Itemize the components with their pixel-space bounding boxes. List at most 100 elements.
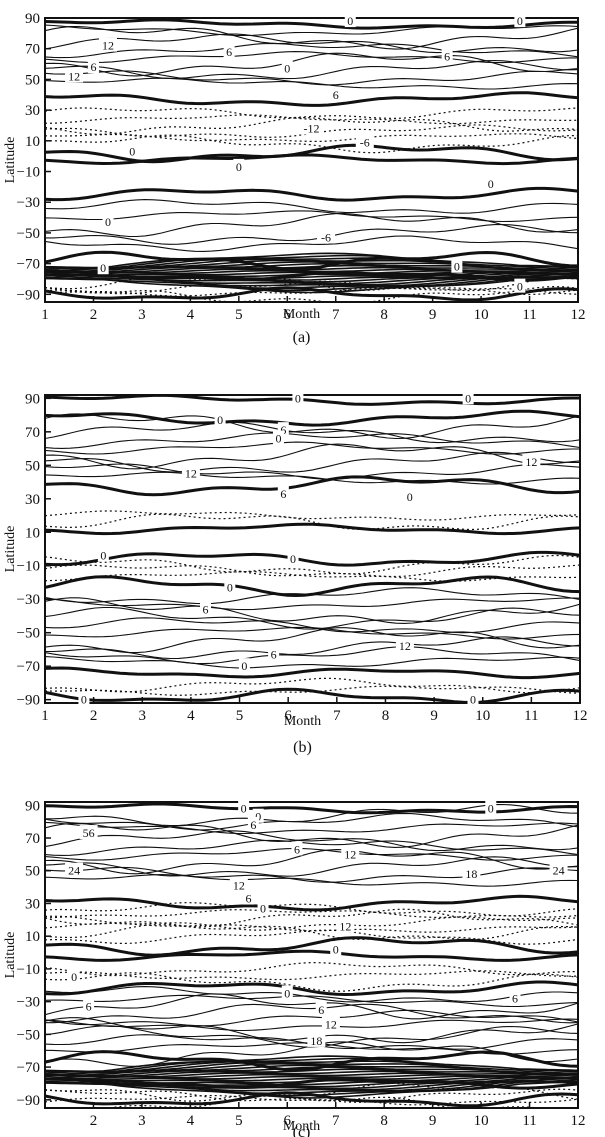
x-axis-title: Month (283, 307, 320, 322)
negative-contour-line (45, 901, 578, 917)
negative-contour-line (45, 924, 578, 941)
x-tick-label: 1 (41, 708, 49, 724)
contour-label-bg (181, 465, 200, 480)
negative-contour-line (45, 280, 578, 296)
positive-contour-line (45, 51, 578, 64)
contour-label: 0 (333, 942, 339, 956)
x-tick-label: 8 (380, 307, 388, 323)
contour-label: 6 (512, 991, 518, 1005)
contour-label: 18 (310, 1034, 322, 1048)
x-axis-title: Month (283, 1119, 320, 1134)
contour-label-bg (281, 985, 293, 1000)
zero-contour-line (45, 91, 578, 107)
negative-contour-line (45, 972, 578, 992)
dense-contour-line (45, 276, 578, 292)
x-tick-label: 12 (573, 708, 588, 724)
contour-lines (45, 18, 578, 302)
contour-label-bg (462, 866, 481, 880)
positive-contour-line (45, 636, 580, 660)
contour-label: 12 (102, 39, 114, 53)
zero-contour-line (45, 475, 580, 497)
contour-label-bg (98, 37, 117, 52)
contour-label-bg (79, 825, 98, 840)
positive-contour-line (45, 463, 580, 480)
positive-contour-line (45, 994, 578, 1008)
dense-contour-line (45, 1077, 578, 1088)
x-tick-label: 10 (474, 307, 489, 323)
y-tick-label: −30 (17, 995, 40, 1011)
contour-label: 56 (83, 826, 95, 840)
contour-label-bg (344, 13, 356, 28)
x-tick-label: 7 (332, 1113, 340, 1129)
dense-contour-line (45, 1080, 578, 1095)
contour-label-bg (87, 59, 99, 74)
contour-label-bg (451, 258, 463, 273)
contour-label: 18 (465, 867, 477, 881)
zero-contour-line (45, 250, 578, 271)
x-tick-label: 12 (571, 1113, 586, 1129)
contour-label-bg (404, 489, 416, 504)
negative-contour-line (45, 970, 578, 981)
zero-contour-line (45, 980, 578, 997)
contour-label-bg (522, 453, 541, 468)
contour-label: 0 (275, 432, 281, 446)
negative-contour-line (45, 513, 580, 531)
contour-label-bg (277, 485, 289, 500)
contour-label-bg (330, 86, 342, 101)
contour-label: 12 (339, 919, 351, 933)
contour-label-bg (268, 646, 280, 661)
contour-label-bg (243, 890, 255, 905)
contour-label: 6 (280, 423, 286, 437)
dense-contour-line (45, 272, 578, 279)
positive-contour-line (45, 441, 580, 455)
y-tick-label: 90 (25, 11, 40, 27)
y-axis-title: Latitude (3, 526, 18, 573)
contour-label-bg (330, 941, 342, 956)
dense-contour-line (45, 1057, 578, 1074)
negative-contour-line (45, 685, 580, 696)
contour-label-bg (514, 278, 526, 293)
positive-contour-line (45, 849, 578, 875)
y-tick-label: 10 (25, 929, 40, 945)
y-tick-label: −90 (17, 1093, 40, 1109)
contour-label: 6 (294, 842, 300, 856)
contour-label: 0 (227, 581, 233, 595)
x-tick-label: 4 (187, 708, 195, 724)
contour-label-bg (200, 601, 211, 616)
contour-label-bg (65, 862, 84, 877)
contour-label-bg (247, 816, 259, 831)
contour-label-bg (83, 998, 95, 1013)
negative-contour-line (45, 1094, 578, 1106)
x-tick-label: 5 (236, 708, 244, 724)
contour-label-bg (336, 918, 355, 933)
dense-contour-line (45, 1080, 578, 1097)
dense-contour-line (45, 1070, 578, 1078)
positive-contour-line (45, 812, 578, 831)
positive-contour-line (45, 597, 580, 611)
contour-lines (45, 802, 578, 1108)
contour-label: 0 (517, 14, 523, 28)
y-tick-label: 90 (25, 391, 40, 407)
zero-contour-line (45, 949, 578, 962)
y-axis-title: Latitude (3, 932, 18, 979)
positive-contour-line (45, 1009, 578, 1027)
contour-label: 0 (100, 261, 106, 275)
zero-contour-line (45, 894, 578, 912)
contour-label: 6 (318, 1003, 324, 1017)
positive-contour-line (45, 986, 578, 1003)
x-tick-label: 6 (284, 708, 292, 724)
contour-label: 12 (68, 69, 80, 83)
zero-contour-line (45, 936, 578, 957)
positive-contour-line (45, 839, 578, 856)
contour-label-bg (485, 800, 497, 815)
x-tick-label: 7 (333, 708, 341, 724)
positive-contour-line (45, 421, 580, 444)
x-tick-label: 9 (430, 708, 438, 724)
y-tick-label: 70 (25, 42, 40, 58)
contour-label-bg (287, 551, 299, 566)
contour-label-bg (223, 43, 235, 58)
contour-label-bg (441, 48, 453, 63)
contour-label-bg (68, 969, 80, 984)
